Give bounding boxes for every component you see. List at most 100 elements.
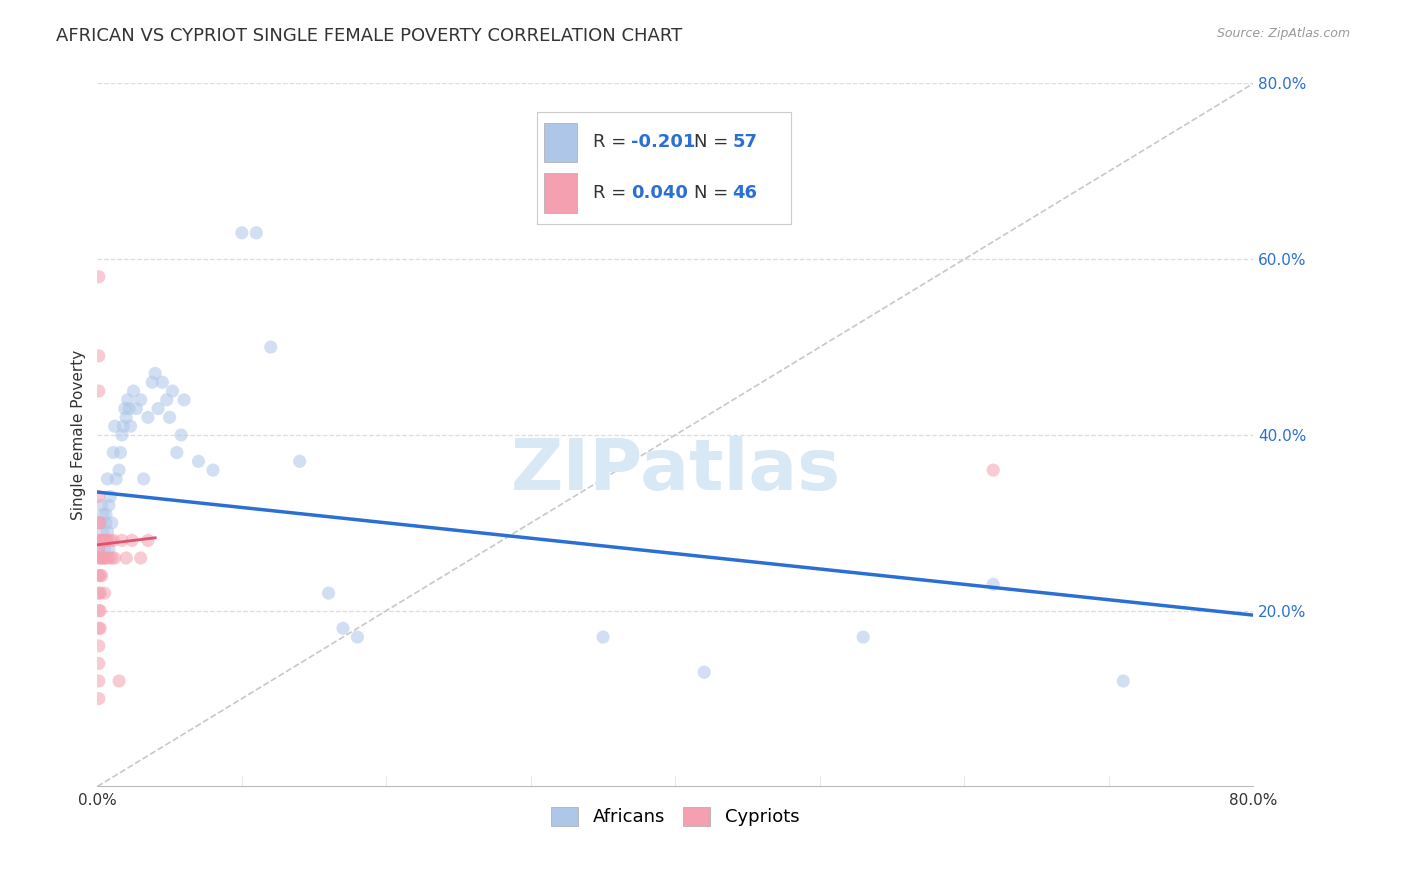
Point bbox=[143, 367, 166, 381]
Point bbox=[101, 516, 124, 530]
Point bbox=[89, 516, 111, 530]
Point bbox=[89, 586, 111, 600]
Point bbox=[592, 630, 614, 644]
Point bbox=[87, 384, 110, 398]
Point bbox=[89, 516, 111, 530]
Point bbox=[87, 639, 110, 653]
Point bbox=[87, 621, 110, 635]
Point bbox=[318, 586, 340, 600]
Point bbox=[96, 524, 118, 539]
Text: AFRICAN VS CYPRIOT SINGLE FEMALE POVERTY CORRELATION CHART: AFRICAN VS CYPRIOT SINGLE FEMALE POVERTY… bbox=[56, 27, 682, 45]
Point bbox=[91, 551, 114, 566]
Point bbox=[87, 542, 110, 557]
Point bbox=[693, 665, 716, 680]
Point bbox=[150, 376, 173, 390]
Point bbox=[136, 410, 159, 425]
Point bbox=[93, 551, 115, 566]
Point bbox=[87, 551, 110, 566]
Point bbox=[90, 533, 112, 548]
Point bbox=[90, 533, 112, 548]
Point bbox=[112, 419, 135, 434]
Point bbox=[159, 410, 181, 425]
Point bbox=[87, 349, 110, 363]
Point bbox=[288, 454, 311, 468]
Point bbox=[166, 445, 188, 459]
Point bbox=[93, 542, 115, 557]
Point bbox=[87, 568, 110, 582]
Point bbox=[114, 401, 136, 416]
Point bbox=[93, 533, 115, 548]
Point bbox=[332, 621, 354, 635]
Point bbox=[94, 551, 117, 566]
Point bbox=[87, 586, 110, 600]
Point bbox=[121, 533, 143, 548]
Point bbox=[260, 340, 283, 354]
Text: Source: ZipAtlas.com: Source: ZipAtlas.com bbox=[1216, 27, 1350, 40]
Point bbox=[93, 533, 115, 548]
Point bbox=[201, 463, 224, 477]
Point bbox=[87, 490, 110, 504]
Point bbox=[89, 568, 111, 582]
Point bbox=[91, 524, 114, 539]
Point bbox=[90, 568, 112, 582]
Point bbox=[118, 401, 141, 416]
Point bbox=[162, 384, 184, 398]
Point bbox=[173, 392, 195, 407]
Point bbox=[852, 630, 875, 644]
Point bbox=[1112, 673, 1135, 688]
Point bbox=[90, 498, 112, 512]
Point bbox=[108, 673, 131, 688]
Point bbox=[87, 542, 110, 557]
Point bbox=[96, 533, 118, 548]
Point bbox=[156, 392, 179, 407]
Point bbox=[87, 604, 110, 618]
Point bbox=[111, 533, 134, 548]
Point bbox=[98, 533, 121, 548]
Point bbox=[115, 410, 138, 425]
Point bbox=[89, 621, 111, 635]
Point bbox=[97, 542, 120, 557]
Point bbox=[87, 673, 110, 688]
Point bbox=[103, 445, 125, 459]
Point bbox=[89, 604, 111, 618]
Point bbox=[245, 226, 267, 240]
Point bbox=[141, 376, 163, 390]
Point bbox=[120, 419, 142, 434]
Point bbox=[231, 226, 253, 240]
Point bbox=[346, 630, 368, 644]
Point bbox=[97, 551, 120, 566]
Point bbox=[101, 551, 124, 566]
Point bbox=[104, 551, 127, 566]
Point bbox=[103, 533, 125, 548]
Point bbox=[87, 269, 110, 284]
Point bbox=[87, 657, 110, 671]
Point bbox=[90, 551, 112, 566]
Point bbox=[981, 577, 1004, 591]
Point bbox=[87, 533, 110, 548]
Legend: Africans, Cypriots: Africans, Cypriots bbox=[544, 800, 807, 834]
Point bbox=[91, 533, 114, 548]
Point bbox=[89, 533, 111, 548]
Point bbox=[111, 428, 134, 442]
Point bbox=[136, 533, 159, 548]
Point bbox=[129, 392, 152, 407]
Point bbox=[94, 516, 117, 530]
Point bbox=[981, 463, 1004, 477]
Point bbox=[129, 551, 152, 566]
Point bbox=[108, 463, 131, 477]
Point bbox=[110, 445, 132, 459]
Point bbox=[97, 498, 120, 512]
Point bbox=[122, 384, 145, 398]
Point bbox=[187, 454, 209, 468]
Point bbox=[93, 586, 115, 600]
Point bbox=[104, 419, 127, 434]
Text: ZIPatlas: ZIPatlas bbox=[510, 435, 841, 505]
Point bbox=[98, 490, 121, 504]
Point bbox=[132, 472, 155, 486]
Point bbox=[115, 551, 138, 566]
Point bbox=[94, 507, 117, 521]
Point bbox=[105, 472, 128, 486]
Point bbox=[146, 401, 169, 416]
Point bbox=[91, 507, 114, 521]
Point bbox=[117, 392, 139, 407]
